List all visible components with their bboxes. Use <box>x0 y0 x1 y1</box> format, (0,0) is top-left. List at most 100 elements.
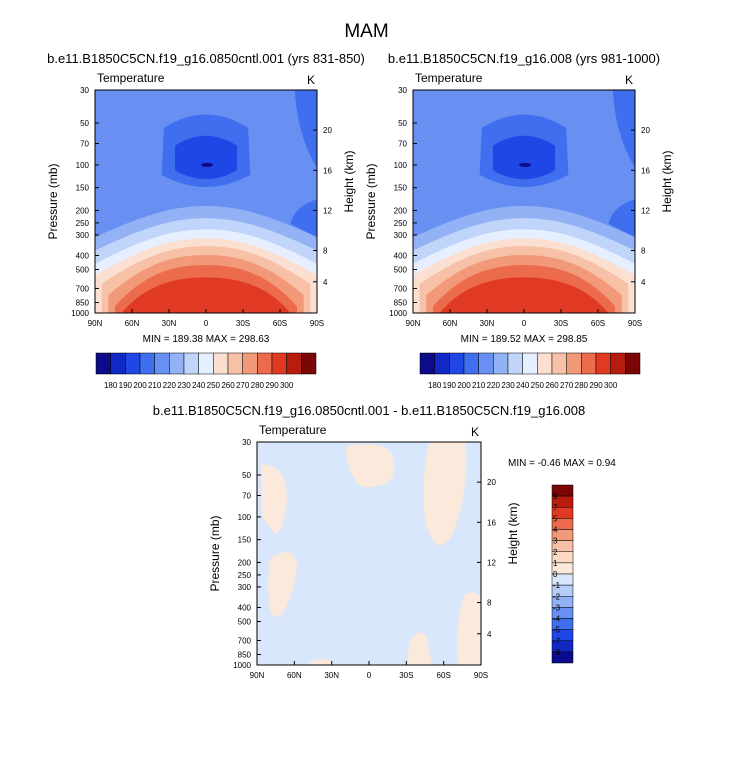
y-tick-label: 400 <box>394 251 408 260</box>
colorbar-label: 300 <box>604 381 618 390</box>
colorbar-box <box>625 352 641 375</box>
colorbar-box <box>566 352 582 375</box>
contour-fill-right-upper <box>294 90 317 169</box>
colorbar-box <box>125 352 141 375</box>
contour-fill-pos-ne <box>423 442 467 546</box>
colorbar-box <box>551 352 567 375</box>
colorbar-label: 180 <box>428 381 442 390</box>
y-tick-label: 300 <box>394 231 408 240</box>
y2-axis-label: Height (km) <box>342 150 356 212</box>
colorbar-box <box>537 352 553 375</box>
y-axis-label: Pressure (mb) <box>364 163 378 239</box>
panel-title: b.e11.B1850C5CN.f19_g16.008 (yrs 981-100… <box>388 51 660 66</box>
colorbar-label: 190 <box>443 381 457 390</box>
colorbar-label: 290 <box>589 381 603 390</box>
y-tick-label: 70 <box>398 140 407 149</box>
y-tick-label: 150 <box>76 184 90 193</box>
colorbar-label: 9 <box>553 492 558 501</box>
contour-fill-right-upper <box>612 90 635 169</box>
x-tick-label: 60S <box>591 319 605 328</box>
y-tick-label: 1000 <box>71 309 89 318</box>
y2-tick-label: 20 <box>641 126 650 135</box>
colorbar-label: 200 <box>133 381 147 390</box>
colorbar-label: 2 <box>553 548 558 557</box>
contour-fill-pos-n-center <box>346 444 395 488</box>
y2-tick-label: 16 <box>487 518 496 527</box>
y2-tick-label: 4 <box>487 630 492 639</box>
colorbar-box <box>493 352 509 375</box>
colorbar-box <box>595 352 611 375</box>
x-tick-label: 0 <box>204 319 209 328</box>
x-tick-label: 60N <box>287 671 302 680</box>
y-tick-label: 500 <box>238 618 252 627</box>
colorbar-label: 210 <box>472 381 486 390</box>
y-tick-label: 200 <box>76 206 90 215</box>
colorbar-box <box>286 352 302 375</box>
colorbar-box <box>610 352 626 375</box>
y-tick-label: 850 <box>76 299 90 308</box>
y-tick-label: 150 <box>238 536 252 545</box>
panel-3: b.e11.B1850C5CN.f19_g16.0850cntl.001 - b… <box>153 403 616 680</box>
contour-fill-right-lower <box>290 199 317 238</box>
y2-tick-label: 16 <box>641 166 650 175</box>
x-tick-label: 60S <box>273 319 287 328</box>
colorbar-label: -2 <box>553 592 561 601</box>
colorbar-label: 5 <box>553 514 558 523</box>
y-tick-label: 850 <box>238 651 252 660</box>
contour-fill-level-290 <box>439 277 609 313</box>
colorbar-box <box>95 352 111 375</box>
y-tick-label: 100 <box>238 513 252 522</box>
colorbar-box <box>183 352 199 375</box>
colorbar-label: 260 <box>545 381 559 390</box>
x-tick-label: 30S <box>554 319 568 328</box>
x-tick-label: 60S <box>437 671 451 680</box>
colorbar-label: 0 <box>553 570 558 579</box>
colorbar-box <box>110 352 126 375</box>
colorbar-box <box>449 352 465 375</box>
panel-right-label: K <box>625 73 633 87</box>
colorbar-label: 220 <box>163 381 177 390</box>
colorbar-label: -4 <box>553 615 561 624</box>
colorbar-box <box>551 651 574 664</box>
y-tick-label: 250 <box>76 219 90 228</box>
contour-fill-right-lower <box>608 199 635 238</box>
y-tick-label: 250 <box>394 219 408 228</box>
y-tick-label: 200 <box>394 206 408 215</box>
colorbar-label: 1 <box>553 559 558 568</box>
y-tick-label: 30 <box>242 438 251 447</box>
colorbar-label: 270 <box>560 381 574 390</box>
x-tick-label: 90S <box>474 671 488 680</box>
y2-tick-label: 4 <box>323 278 328 287</box>
y-tick-label: 30 <box>398 86 407 95</box>
x-tick-label: 30S <box>236 319 250 328</box>
panel-2: b.e11.B1850C5CN.f19_g16.008 (yrs 981-100… <box>364 51 674 390</box>
colorbar-box <box>419 352 435 375</box>
colorbar-box <box>242 352 258 375</box>
colorbar-box <box>463 352 479 375</box>
x-tick-label: 60N <box>443 319 458 328</box>
colorbar-label: 260 <box>221 381 235 390</box>
colorbar-label: 230 <box>501 381 515 390</box>
y-tick-label: 200 <box>238 558 252 567</box>
y-tick-label: 300 <box>238 583 252 592</box>
colorbar-label: 220 <box>487 381 501 390</box>
colorbar-box <box>507 352 523 375</box>
y2-tick-label: 20 <box>323 126 332 135</box>
panel-left-label: Temperature <box>259 423 327 437</box>
colorbar-label: 180 <box>104 381 118 390</box>
contour-fill-pos-sw <box>306 659 334 665</box>
colorbar-label: -7 <box>553 637 561 646</box>
x-tick-label: 90N <box>406 319 421 328</box>
y-tick-label: 70 <box>242 492 251 501</box>
colorbar-label: 290 <box>265 381 279 390</box>
colorbar-label: 3 <box>553 537 558 546</box>
colorbar-label: 4 <box>553 526 558 535</box>
colorbar-label: 7 <box>553 503 558 512</box>
y-tick-label: 700 <box>76 284 90 293</box>
panel-right-label: K <box>471 425 479 439</box>
panel-stats: MIN = 189.52 MAX = 298.85 <box>461 334 588 345</box>
colorbar-box <box>301 352 317 375</box>
colorbar-label: 190 <box>119 381 133 390</box>
y2-tick-label: 8 <box>487 599 492 608</box>
panel-title: b.e11.B1850C5CN.f19_g16.0850cntl.001 - b… <box>153 403 585 418</box>
